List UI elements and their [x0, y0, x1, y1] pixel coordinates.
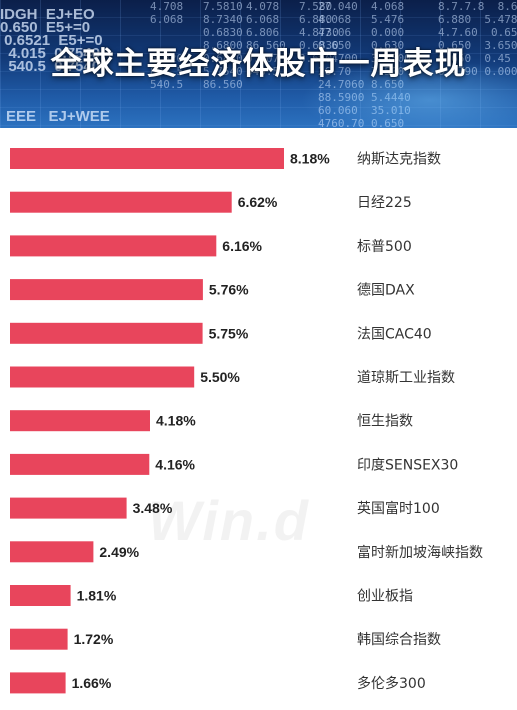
bar-value-label: 5.50% [200, 369, 240, 385]
bar [10, 628, 68, 650]
bar [10, 322, 203, 344]
bar-value-label: 4.18% [156, 413, 196, 429]
bar-value-label: 4.16% [155, 456, 195, 472]
bar-value-label: 5.76% [209, 282, 249, 298]
bar [10, 410, 150, 432]
header-banner: IDGH EJ+EO 0.650 E5+=0 0.6521 E5+=0 4.01… [0, 0, 517, 128]
bar [10, 497, 127, 519]
ticker-column: 27.040 4.068 4.068 5.476 47.06 0.000 0.6… [318, 0, 411, 128]
bar [10, 235, 217, 257]
bar-value-label: 3.48% [133, 500, 173, 516]
watermark: Win.d [148, 489, 310, 552]
bar [10, 541, 94, 563]
bar-value-label: 6.62% [238, 194, 278, 210]
category-label: 道琼斯工业指数 [357, 370, 455, 386]
ticker-bottom: EEE EJ+WEE [6, 108, 110, 125]
ticker-column: IDGH EJ+EO 0.650 E5+=0 0.6521 E5+=0 4.01… [0, 6, 103, 75]
bar [10, 148, 284, 169]
page-title: 全球主要经济体股市一周表现 [50, 46, 467, 82]
bar [10, 453, 150, 475]
banner-glow [300, 60, 517, 128]
bar-value-label: 5.75% [209, 325, 249, 341]
ticker-column: 4.078 7.580 6.068 6.880 6.806 4.8730 86.… [246, 0, 339, 78]
bar-chart: Win.d 8.18% 纳斯达克指数 6.62% 日经225 6.16% 标普500 5.7… [0, 128, 517, 706]
category-label: 纳斯达克指数 [357, 152, 441, 168]
ticker-column: 4.708 7.5810 6.068 8.7340 0.6830 8.6800 … [150, 0, 243, 91]
category-label: 印度SENSEX30 [357, 457, 458, 473]
bar-value-label: 8.18% [290, 151, 330, 167]
bar [10, 279, 203, 301]
bar [10, 585, 71, 606]
ticker-column: 8.7.7.8 8.650 6.880 5.478 4.7.60 0.650 0… [438, 0, 517, 78]
bar-value-label: 1.66% [72, 675, 112, 691]
category-label: 标普500 [357, 239, 412, 255]
banner-grid [0, 0, 517, 128]
category-label: 多伦多300 [357, 675, 426, 692]
bar [10, 366, 195, 388]
bar [10, 672, 66, 694]
category-label: 法国CAC40 [357, 326, 432, 342]
bar-chart-svg: 8.18% 纳斯达克指数 6.62% 日经225 6.16% 标普500 5.76% 德国DA… [10, 148, 483, 694]
category-label: 创业板指 [357, 589, 413, 605]
category-label: 恒生指数 [357, 414, 413, 430]
category-label: 韩国综合指数 [357, 632, 441, 648]
category-label: 德国DAX [357, 283, 415, 299]
category-label: 富时新加坡海峡指数 [357, 544, 483, 561]
bar-value-label: 1.72% [74, 631, 114, 647]
bar [10, 191, 232, 213]
bar-value-label: 1.81% [77, 588, 117, 604]
bar-value-label: 6.16% [222, 238, 262, 254]
category-label: 日经225 [357, 195, 412, 211]
category-label: 英国富时100 [357, 500, 440, 517]
bar-value-label: 2.49% [99, 544, 139, 560]
